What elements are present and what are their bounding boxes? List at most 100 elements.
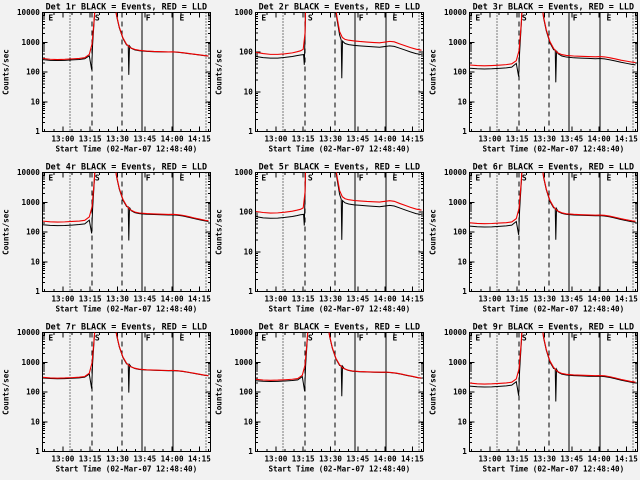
flag-letter-1: S	[522, 334, 527, 343]
panel-det-7r: E S F E Det 7r BLACK = Events, RED = LLD 13:0…	[1, 322, 211, 474]
lld-curve	[255, 12, 422, 55]
y-tick-label: 1000	[235, 168, 254, 177]
x-tick-label: 14:15	[188, 135, 211, 144]
curves	[469, 172, 636, 240]
flag-letter-0: E	[48, 174, 53, 183]
x-tick-label: 13:00	[478, 295, 501, 304]
x-tick-label: 14:15	[401, 295, 424, 304]
event-guide-lines	[69, 12, 207, 132]
event-guide-lines	[69, 332, 207, 452]
x-tick-label: 13:15	[292, 135, 315, 144]
x-tick-label: 13:30	[106, 295, 129, 304]
flag-letter-0: E	[475, 334, 480, 343]
y-tick-label: 10	[458, 97, 468, 106]
flag-letter-0: E	[48, 334, 53, 343]
axes	[41, 172, 211, 292]
flag-letter-0: E	[48, 14, 53, 23]
x-tick-label: 13:15	[79, 295, 102, 304]
curves	[42, 172, 209, 241]
y-tick-label: 1	[462, 287, 467, 296]
panel-title: Det 9r BLACK = Events, RED = LLD	[473, 322, 634, 332]
panel-det-5r: E S F E Det 5r BLACK = Events, RED = LLD 13:0…	[214, 162, 424, 314]
flag-letter-3: E	[392, 14, 397, 23]
flag-letter-1: S	[308, 174, 313, 183]
x-tick-label: 14:00	[161, 455, 184, 464]
lld-curve	[469, 332, 636, 385]
y-tick-label: 100	[453, 388, 467, 397]
x-tick-label: 13:00	[264, 135, 287, 144]
x-tick-label: 14:00	[161, 135, 184, 144]
y-tick-label: 100	[26, 388, 40, 397]
axes	[254, 332, 424, 452]
lld-curve	[469, 12, 636, 67]
y-tick-label: 10000	[444, 8, 467, 17]
flag-letter-3: E	[179, 334, 184, 343]
y-tick-label: 10	[31, 417, 41, 426]
x-tick-label: 13:30	[106, 455, 129, 464]
flag-letter-1: S	[522, 174, 527, 183]
panel-det-6r: E S F E Det 6r BLACK = Events, RED = LLD 13:0…	[428, 162, 638, 314]
x-tick-label: 13:15	[79, 135, 102, 144]
x-tick-label: 13:15	[506, 295, 529, 304]
curves	[469, 332, 636, 402]
y-axis-title: Counts/sec	[1, 49, 10, 95]
y-tick-label: 1	[248, 127, 253, 136]
panel-det-4r: E S F E Det 4r BLACK = Events, RED = LLD 13:0…	[1, 162, 211, 314]
panel-title: Det 4r BLACK = Events, RED = LLD	[46, 162, 207, 172]
x-tick-label: 14:00	[161, 295, 184, 304]
flag-letter-2: F	[359, 14, 364, 23]
flag-letter-2: F	[359, 174, 364, 183]
panel-title: Det 5r BLACK = Events, RED = LLD	[259, 162, 420, 172]
x-axis-title: Start Time (02-Mar-07 12:48:40)	[268, 145, 410, 154]
panel-det-1r: E S F E Det 1r BLACK = Events, RED = LLD 13:0…	[1, 2, 211, 154]
x-tick-label: 13:00	[51, 455, 74, 464]
x-tick-label: 13:00	[478, 135, 501, 144]
x-tick-label: 13:15	[292, 455, 315, 464]
curves	[42, 332, 209, 393]
y-tick-label: 10000	[17, 8, 40, 17]
curves	[469, 12, 636, 83]
axes	[468, 12, 638, 132]
y-tick-label: 1	[35, 287, 40, 296]
axes	[468, 172, 638, 292]
y-tick-label: 1000	[449, 358, 468, 367]
x-tick-label: 13:30	[533, 135, 556, 144]
panel-det-3r: E S F E Det 3r BLACK = Events, RED = LLD 13:0…	[428, 2, 638, 154]
event-guide-lines	[69, 172, 207, 292]
x-tick-label: 14:15	[188, 455, 211, 464]
flag-letter-2: F	[146, 334, 151, 343]
x-tick-label: 14:00	[588, 135, 611, 144]
y-tick-label: 1000	[449, 38, 468, 47]
y-axis-title: Counts/sec	[214, 369, 223, 415]
y-tick-label: 1	[248, 287, 253, 296]
x-tick-label: 13:30	[319, 455, 342, 464]
events-curve	[469, 172, 636, 240]
x-tick-label: 13:45	[133, 295, 156, 304]
x-axis-title: Start Time (02-Mar-07 12:48:40)	[268, 305, 410, 314]
y-tick-label: 10000	[444, 328, 467, 337]
y-tick-label: 10	[458, 417, 468, 426]
axes	[468, 332, 638, 452]
x-tick-label: 13:45	[346, 295, 369, 304]
x-tick-label: 13:30	[533, 295, 556, 304]
x-tick-label: 13:30	[106, 135, 129, 144]
x-axis-title: Start Time (02-Mar-07 12:48:40)	[55, 145, 197, 154]
event-guide-lines	[282, 12, 420, 132]
x-axis-title: Start Time (02-Mar-07 12:48:40)	[482, 145, 624, 154]
lld-curve	[469, 172, 636, 225]
x-tick-label: 13:45	[133, 455, 156, 464]
panel-title: Det 7r BLACK = Events, RED = LLD	[46, 322, 207, 332]
flag-letter-2: F	[573, 334, 578, 343]
flag-letter-0: E	[261, 174, 266, 183]
y-tick-label: 100	[26, 228, 40, 237]
events-curve	[255, 12, 422, 79]
y-tick-label: 10000	[230, 328, 253, 337]
y-tick-label: 1	[35, 127, 40, 136]
x-tick-label: 13:00	[264, 295, 287, 304]
event-guide-lines	[496, 12, 634, 132]
x-tick-label: 13:00	[51, 135, 74, 144]
x-tick-label: 13:45	[133, 135, 156, 144]
events-curve	[255, 172, 422, 240]
y-tick-label: 10000	[17, 168, 40, 177]
x-tick-label: 14:00	[588, 455, 611, 464]
